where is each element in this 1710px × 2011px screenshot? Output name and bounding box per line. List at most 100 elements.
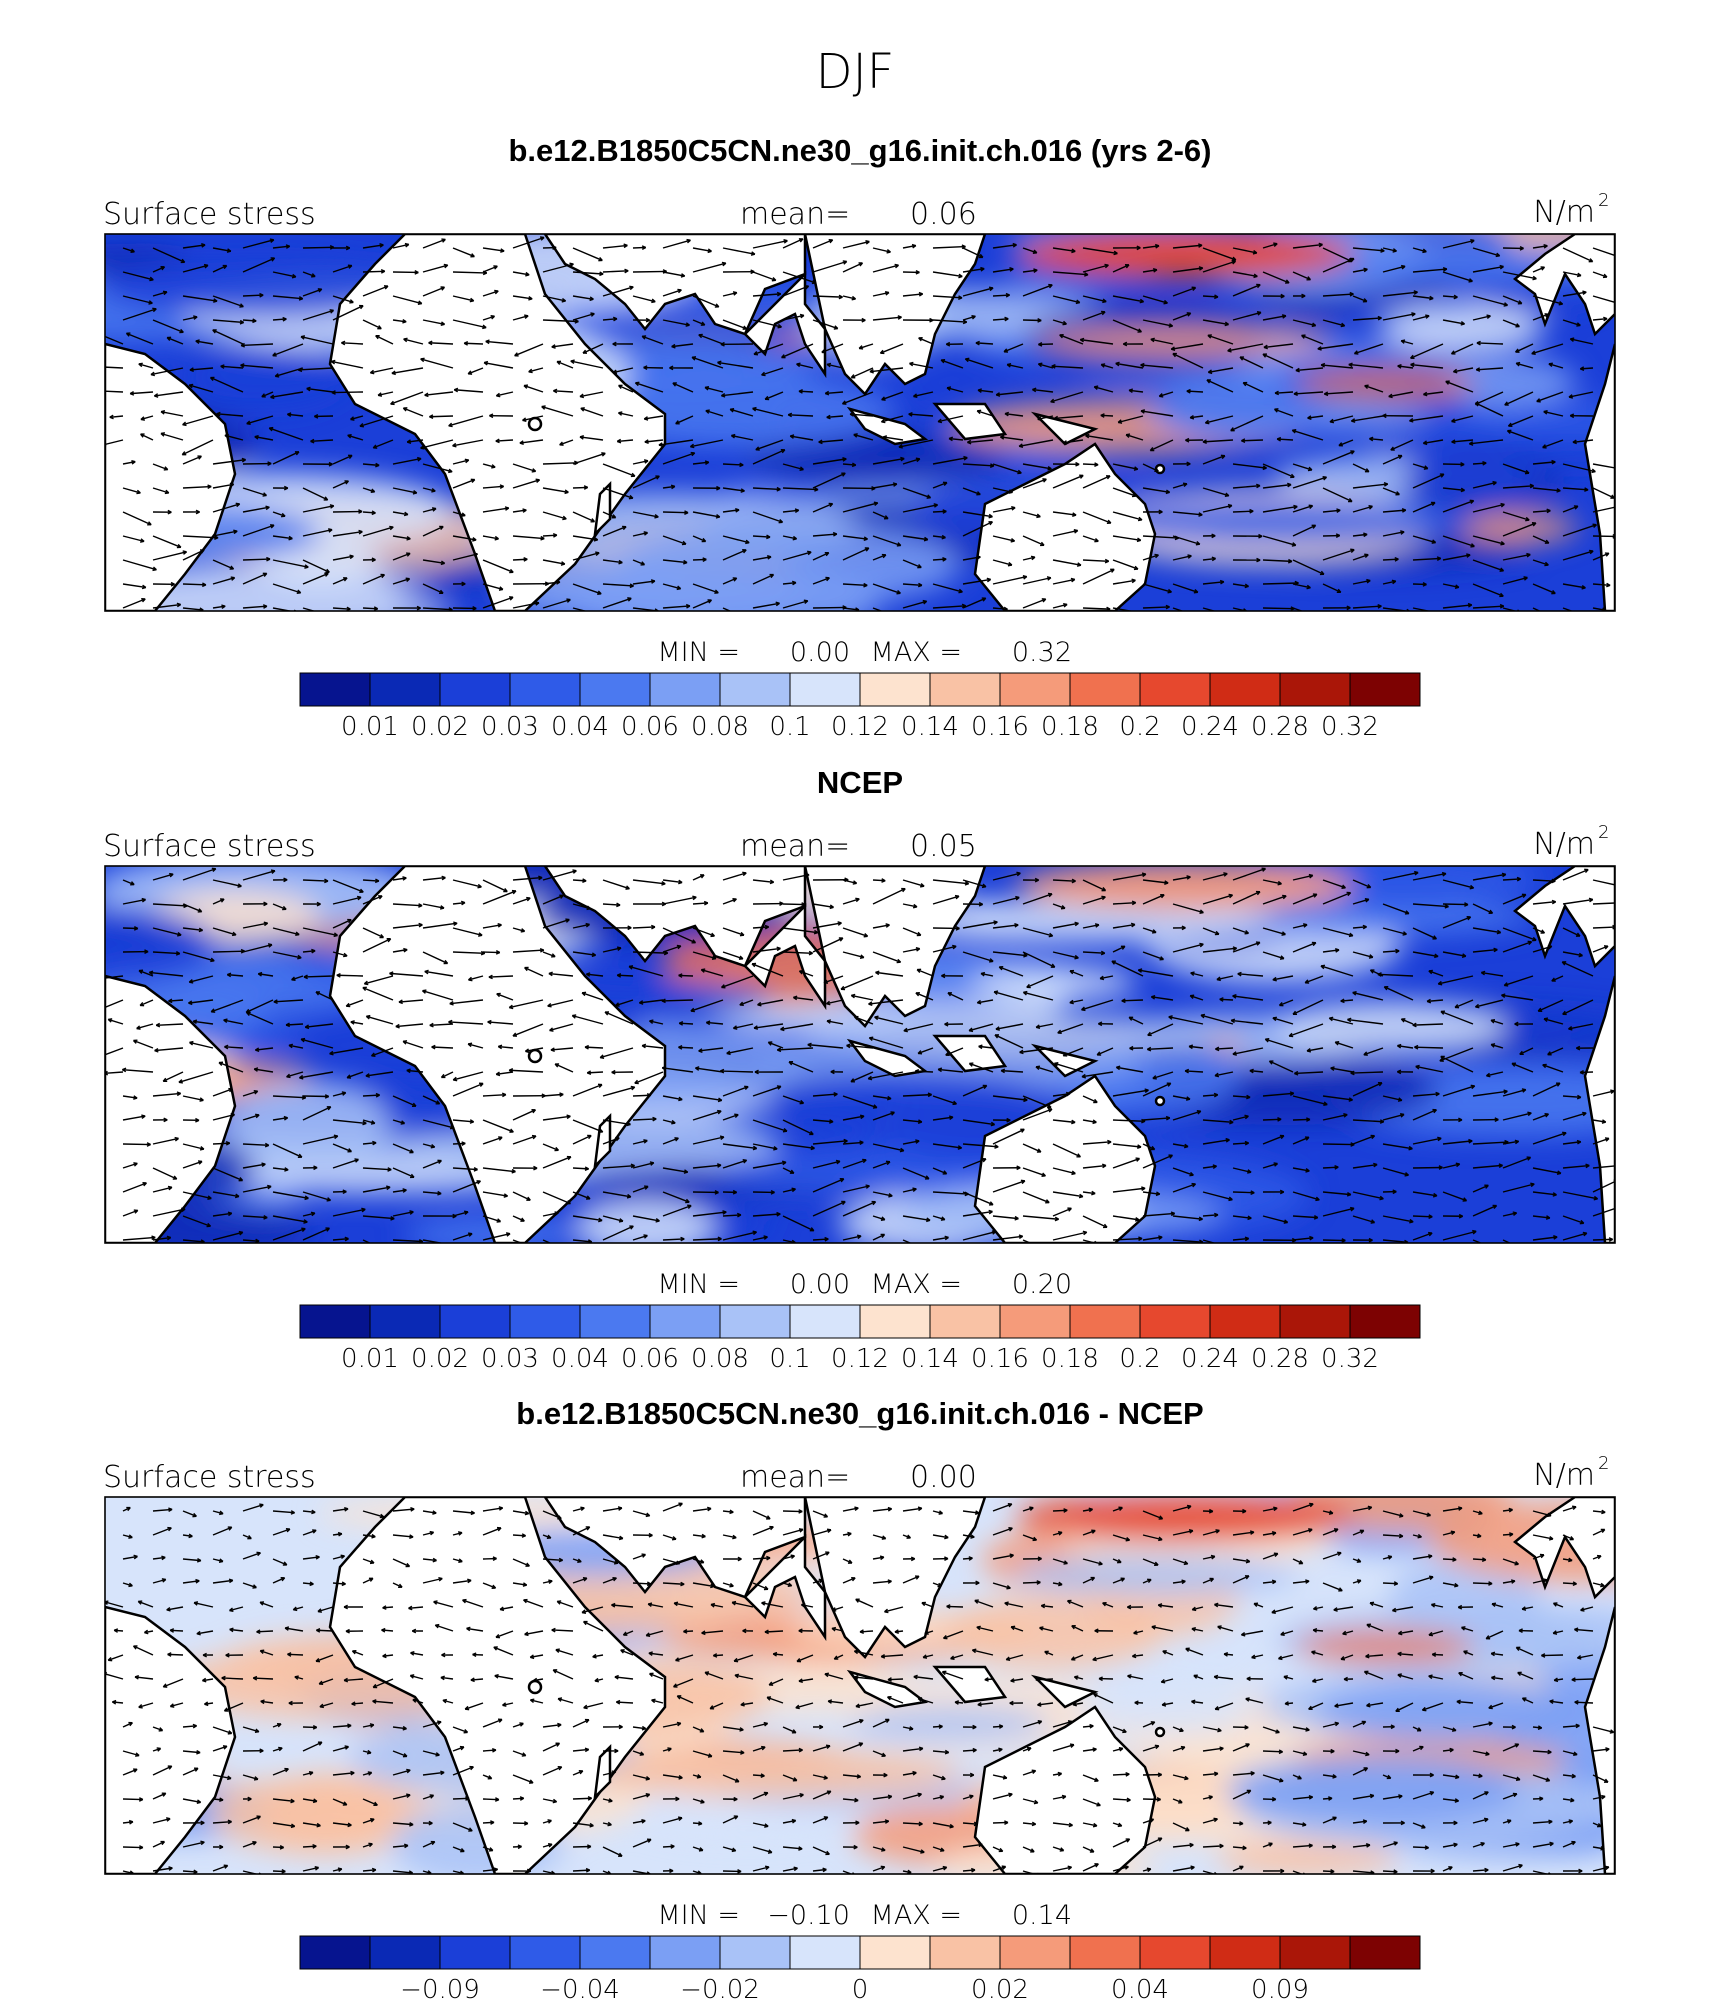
colorbar-swatch bbox=[1349, 672, 1421, 707]
colorbar-tick-label: 0.08 bbox=[691, 1344, 749, 1374]
colorbar-swatch bbox=[579, 672, 651, 707]
max-value: 0.14 bbox=[1012, 1900, 1072, 1931]
colorbar-swatch bbox=[789, 1935, 861, 1970]
colorbar-tick-label: 0.16 bbox=[971, 712, 1029, 742]
colorbar-tick-label: 0.02 bbox=[411, 1344, 469, 1374]
max-value: 0.20 bbox=[1012, 1269, 1072, 1300]
colorbar-tick-label: 0.24 bbox=[1181, 712, 1239, 742]
colorbar-tick-label: 0.02 bbox=[971, 1975, 1029, 2005]
min-label: MIN = bbox=[657, 1269, 740, 1300]
min-value: 0.00 bbox=[790, 637, 850, 668]
colorbar-swatch bbox=[1209, 1304, 1281, 1339]
units-label: N/m 2 bbox=[1533, 190, 1609, 230]
colorbar-swatch bbox=[929, 1304, 1001, 1339]
colorbar-swatch bbox=[1139, 1304, 1211, 1339]
colorbar-tick-label: 0.2 bbox=[1119, 1344, 1160, 1374]
colorbar-tick-label: 0.24 bbox=[1181, 1344, 1239, 1374]
colorbar-swatch bbox=[859, 1935, 931, 1970]
colorbar-swatch bbox=[859, 672, 931, 707]
mean-value: 0.06 bbox=[910, 197, 977, 232]
map-frame bbox=[104, 233, 1616, 612]
colorbar-tick-label: 0.06 bbox=[621, 1344, 679, 1374]
max-label: MAX = bbox=[871, 1900, 962, 1931]
panel-2: NCEP Surface stress mean= 0.05 N/m 2 MIN = 0.00… bbox=[103, 765, 1616, 1374]
colorbar-swatch bbox=[929, 1935, 1001, 1970]
units-text: N/m bbox=[1533, 827, 1595, 862]
min-value: −0.10 bbox=[767, 1900, 850, 1931]
stress-vectors bbox=[105, 867, 1615, 1243]
colorbar-swatch bbox=[999, 672, 1071, 707]
map-frame bbox=[104, 1496, 1616, 1875]
colorbar-swatch bbox=[579, 1935, 651, 1970]
max-label: MAX = bbox=[871, 637, 962, 668]
colorbar-tick-label: 0.12 bbox=[831, 712, 889, 742]
colorbar-swatch bbox=[1139, 1935, 1211, 1970]
colorbar-swatch bbox=[509, 1935, 581, 1970]
colorbar-tick-label: 0.32 bbox=[1321, 1344, 1379, 1374]
colorbar-tick-label: 0.01 bbox=[341, 1344, 399, 1374]
colorbar-swatch bbox=[509, 672, 581, 707]
colorbar-swatch bbox=[1069, 672, 1141, 707]
colorbar-tick-label: 0.14 bbox=[901, 712, 959, 742]
colorbar-swatch bbox=[299, 672, 371, 707]
colorbar: 0.01 0.02 0.03 0.04 0.06 0.08 0.1 0.12 0.14 0.16 0… bbox=[299, 1304, 1421, 1374]
colorbar-swatch bbox=[369, 1304, 441, 1339]
colorbar-swatch bbox=[579, 1304, 651, 1339]
colorbar-swatch bbox=[859, 1304, 931, 1339]
min-max-readout: MIN = 0.00 MAX = 0.32 bbox=[657, 637, 1072, 668]
colorbar-swatch bbox=[789, 672, 861, 707]
units-label: N/m 2 bbox=[1533, 1453, 1609, 1493]
colorbar-swatch bbox=[999, 1304, 1071, 1339]
colorbar-tick-label: 0.03 bbox=[481, 712, 539, 742]
colorbar-swatch bbox=[999, 1935, 1071, 1970]
colorbar-tick-label: 0.1 bbox=[769, 712, 810, 742]
colorbar-tick-label: 0.28 bbox=[1251, 712, 1309, 742]
colorbar-tick-label: 0.14 bbox=[901, 1344, 959, 1374]
colorbar-tick-label: 0.04 bbox=[1111, 1975, 1169, 2005]
colorbar-swatch bbox=[1069, 1935, 1141, 1970]
min-label: MIN = bbox=[657, 637, 740, 668]
colorbar-swatch bbox=[369, 1935, 441, 1970]
max-value: 0.32 bbox=[1012, 637, 1072, 668]
map-field bbox=[105, 234, 1615, 611]
colorbar-swatch bbox=[1069, 1304, 1141, 1339]
colorbar-tick-label: 0.28 bbox=[1251, 1344, 1309, 1374]
min-max-readout: MIN = 0.00 MAX = 0.20 bbox=[657, 1269, 1072, 1300]
colorbar-swatch bbox=[719, 672, 791, 707]
colorbar-tick-label: −0.02 bbox=[680, 1975, 760, 2005]
colorbar: −0.09 −0.04 −0.02 0 0.02 0.04 0.09 bbox=[299, 1935, 1421, 2005]
panel-title: b.e12.B1850C5CN.ne30_g16.init.ch.016 (yr… bbox=[508, 133, 1211, 168]
panel-3: b.e12.B1850C5CN.ne30_g16.init.ch.016 - N… bbox=[103, 1396, 1616, 2005]
colorbar-swatch bbox=[299, 1304, 371, 1339]
units-text: N/m bbox=[1533, 1458, 1595, 1493]
field-label: Surface stress bbox=[103, 829, 316, 864]
colorbar-swatch bbox=[929, 672, 1001, 707]
colorbar-tick-label: 0.16 bbox=[971, 1344, 1029, 1374]
map-frame bbox=[104, 865, 1616, 1244]
colorbar-swatch bbox=[1279, 1304, 1351, 1339]
stress-vectors bbox=[105, 236, 1615, 611]
max-label: MAX = bbox=[871, 1269, 962, 1300]
units-exponent: 2 bbox=[1598, 190, 1609, 211]
colorbar-tick-label: −0.09 bbox=[400, 1975, 480, 2005]
colorbar-tick-label: −0.04 bbox=[540, 1975, 620, 2005]
colorbar-tick-label: 0 bbox=[852, 1975, 869, 2005]
colorbar-tick-label: 0.12 bbox=[831, 1344, 889, 1374]
min-value: 0.00 bbox=[790, 1269, 850, 1300]
field-label: Surface stress bbox=[103, 1460, 316, 1495]
units-label: N/m 2 bbox=[1533, 822, 1609, 862]
colorbar-tick-label: 0.1 bbox=[769, 1344, 810, 1374]
colorbar-swatch bbox=[1279, 672, 1351, 707]
panel-title: NCEP bbox=[817, 765, 903, 800]
colorbar-swatch bbox=[439, 1304, 511, 1339]
mean-value: 0.05 bbox=[910, 829, 977, 864]
colorbar-tick-label: 0.2 bbox=[1119, 712, 1160, 742]
field-label: Surface stress bbox=[103, 197, 316, 232]
colorbar-swatch bbox=[649, 1935, 721, 1970]
colorbar-swatch bbox=[789, 1304, 861, 1339]
colorbar-swatch bbox=[299, 1935, 371, 1970]
panel-title: b.e12.B1850C5CN.ne30_g16.init.ch.016 - N… bbox=[516, 1396, 1203, 1431]
colorbar-tick-label: 0.04 bbox=[551, 1344, 609, 1374]
colorbar-tick-label: 0.09 bbox=[1251, 1975, 1309, 2005]
